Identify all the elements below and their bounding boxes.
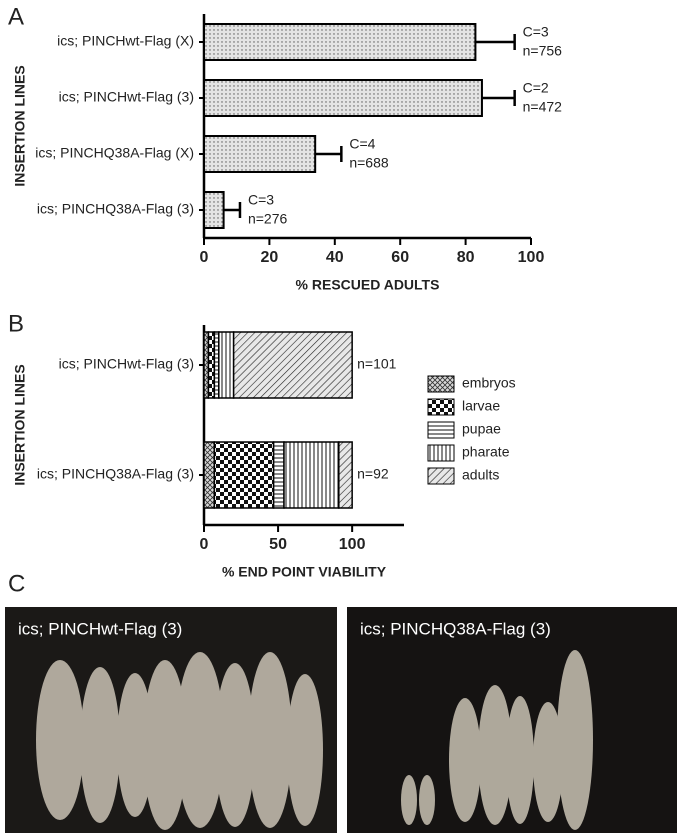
bar: [203, 135, 317, 173]
photo: ics; PINCHQ38A-Flag (3): [347, 607, 677, 833]
annotation: n=101: [357, 356, 397, 372]
photo: ics; PINCHwt-Flag (3): [5, 607, 337, 833]
legend-swatch: [427, 398, 455, 416]
legend-swatch: [427, 421, 455, 439]
x-axis-label: % RESCUED ADULTS: [296, 277, 440, 293]
legend-label: embryos: [462, 375, 516, 391]
y-axis-label: INSERTION LINES: [12, 364, 28, 485]
bar-segment: [338, 441, 353, 509]
panel-label: A: [8, 3, 24, 30]
bar-segment: [203, 441, 216, 509]
bar-segment: [272, 441, 285, 509]
x-tick-label: 20: [261, 249, 279, 266]
y-axis-label: INSERTION LINES: [12, 65, 28, 186]
x-tick-label: 100: [339, 536, 366, 553]
x-tick-label: 60: [391, 249, 409, 266]
y-tick-label: ics; PINCHwt-Flag (3): [59, 356, 194, 372]
bar: [203, 79, 483, 117]
photo-caption: ics; PINCHwt-Flag (3): [18, 619, 182, 638]
legend-label: adults: [462, 467, 499, 483]
panel-label: B: [8, 310, 24, 337]
bar-segment: [283, 441, 340, 509]
annotation: n=756: [523, 43, 563, 59]
annotation: n=92: [357, 466, 389, 482]
annotation: C=3: [248, 192, 274, 208]
y-tick-label: ics; PINCHQ38A-Flag (3): [37, 201, 194, 217]
bar: [203, 23, 477, 61]
annotation: n=472: [523, 99, 563, 115]
error-bar: [223, 202, 242, 218]
legend-label: pharate: [462, 444, 510, 460]
x-tick-label: 0: [200, 249, 209, 266]
bar-segment: [207, 331, 216, 399]
legend-label: pupae: [462, 421, 501, 437]
y-tick-label: ics; PINCHwt-Flag (X): [57, 33, 194, 49]
annotation: C=2: [523, 80, 549, 96]
error-bar: [315, 146, 343, 162]
annotation: C=3: [523, 24, 549, 40]
bar-segment: [213, 441, 275, 509]
x-tick-label: 50: [269, 536, 287, 553]
error-bar: [481, 90, 516, 106]
y-tick-label: ics; PINCHQ38A-Flag (X): [35, 145, 194, 161]
error-bar: [475, 34, 516, 50]
legend-swatch: [427, 467, 455, 485]
x-axis-label: % END POINT VIABILITY: [222, 564, 387, 580]
panel-label: C: [8, 570, 25, 597]
annotation: n=688: [349, 155, 389, 171]
x-tick-label: 80: [457, 249, 475, 266]
bar-segment: [232, 331, 353, 399]
legend-swatch: [427, 375, 455, 393]
legend-label: larvae: [462, 398, 500, 414]
x-tick-label: 100: [518, 249, 545, 266]
annotation: n=276: [248, 211, 288, 227]
bar: [203, 191, 225, 229]
bar-segment: [218, 331, 235, 399]
y-tick-label: ics; PINCHwt-Flag (3): [59, 89, 194, 105]
x-tick-label: 0: [200, 536, 209, 553]
annotation: C=4: [349, 136, 375, 152]
y-tick-label: ics; PINCHQ38A-Flag (3): [37, 466, 194, 482]
legend-swatch: [427, 444, 455, 462]
x-tick-label: 40: [326, 249, 344, 266]
photo-caption: ics; PINCHQ38A-Flag (3): [360, 619, 551, 638]
